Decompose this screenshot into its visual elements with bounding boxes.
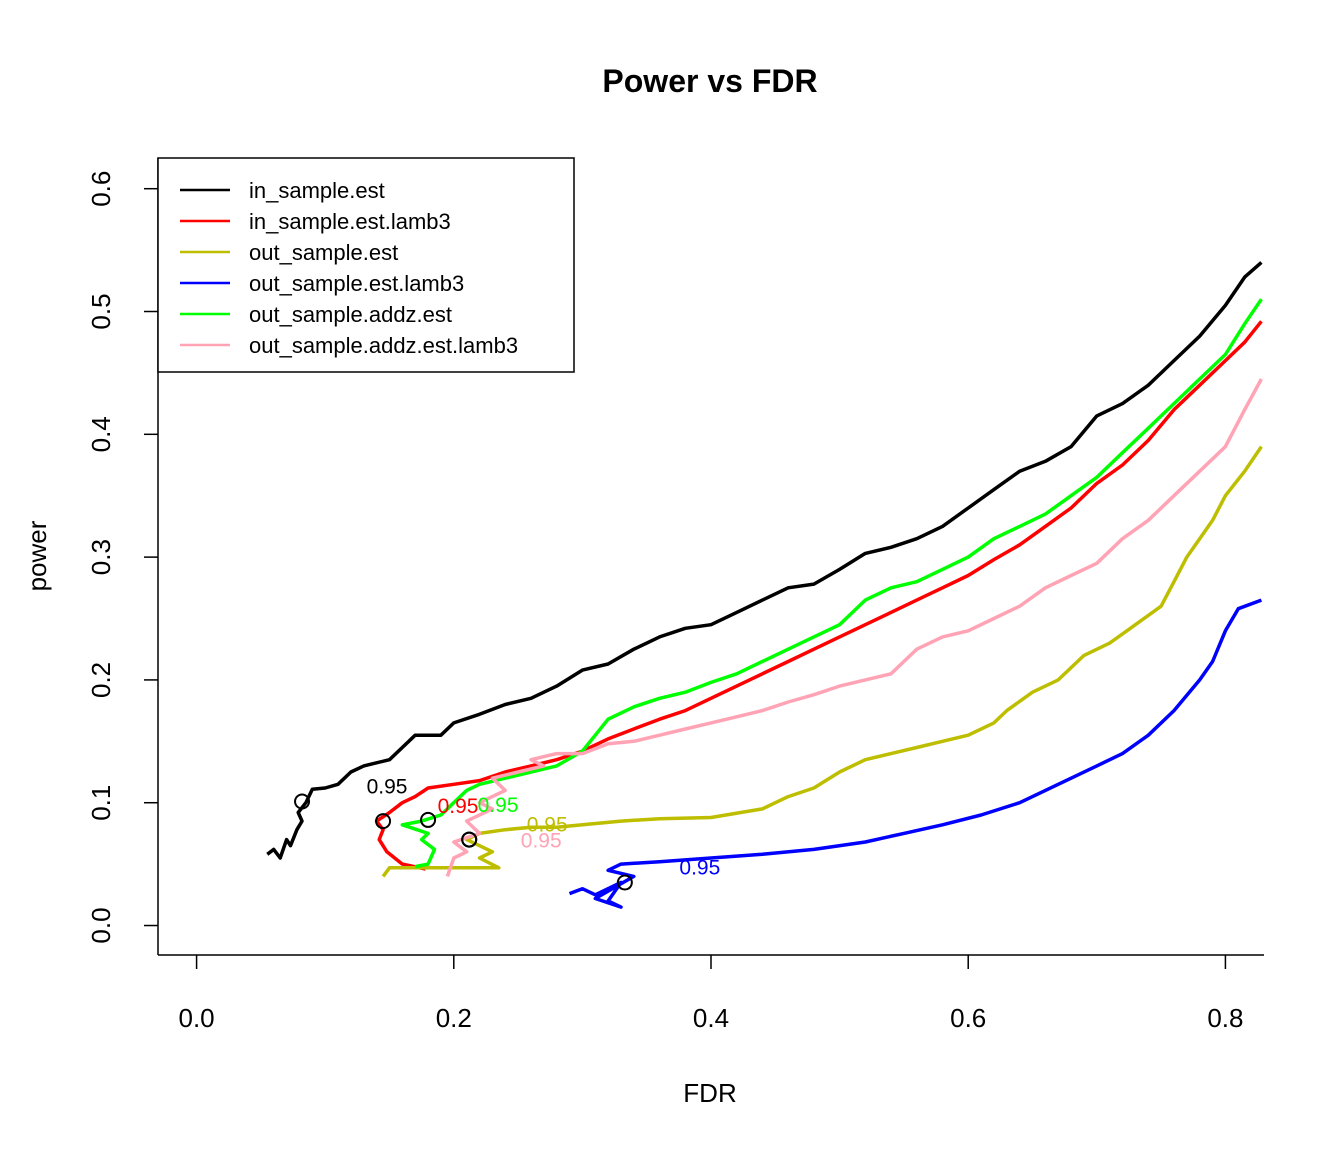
- marker-label-5: 0.95: [521, 830, 562, 853]
- y-tick-label: 0.2: [86, 662, 116, 698]
- series-line-5: [445, 378, 1263, 877]
- legend: in_sample.est in_sample.est.lamb3 out_samp…: [157, 157, 575, 373]
- y-ticks: 0.0 0.1 0.2 0.3 0.4 0.5 0.6: [86, 171, 158, 944]
- y-axis-label: power: [22, 520, 52, 591]
- series-line-4: [400, 298, 1263, 869]
- legend-box: [157, 157, 575, 373]
- x-tick-label: 0.0: [179, 1003, 215, 1033]
- chart-title: Power vs FDR: [602, 63, 817, 99]
- x-ticks: 0.0 0.2 0.4 0.6 0.8: [179, 955, 1243, 1033]
- y-tick-label: 0.3: [86, 539, 116, 575]
- marker-label-4: 0.95: [478, 794, 519, 817]
- x-axis-label: FDR: [683, 1078, 736, 1108]
- marker-point-0: [294, 793, 311, 810]
- legend-entry-3: out_sample.est.lamb3: [249, 271, 464, 296]
- marker-point-4: [420, 811, 437, 828]
- markers: 0.950.950.950.950.950.95: [294, 775, 720, 891]
- y-tick-label: 0.0: [86, 907, 116, 943]
- series-lines: [266, 261, 1263, 909]
- series-line-1: [374, 320, 1263, 871]
- marker-label-2: 0.95: [527, 814, 568, 837]
- marker-label-1: 0.95: [438, 795, 479, 818]
- marker-label-0: 0.95: [367, 775, 408, 798]
- marker-point-5: [461, 831, 478, 848]
- x-tick-label: 0.6: [950, 1003, 986, 1033]
- y-tick-label: 0.4: [86, 416, 116, 452]
- legend-entry-1: in_sample.est.lamb3: [249, 209, 451, 234]
- x-tick-label: 0.8: [1207, 1003, 1243, 1033]
- x-tick-label: 0.2: [436, 1003, 472, 1033]
- series-line-2: [381, 445, 1263, 878]
- series-line-3: [568, 598, 1263, 909]
- marker-point-3: [616, 874, 633, 891]
- legend-entry-4: out_sample.addz.est: [249, 302, 452, 327]
- y-tick-label: 0.5: [86, 293, 116, 329]
- legend-entry-2: out_sample.est: [249, 240, 398, 265]
- legend-entry-5: out_sample.addz.est.lamb3: [249, 333, 518, 358]
- y-tick-label: 0.1: [86, 785, 116, 821]
- marker-label-3: 0.95: [679, 857, 720, 880]
- y-tick-label: 0.6: [86, 171, 116, 207]
- x-tick-label: 0.4: [693, 1003, 729, 1033]
- legend-entry-0: in_sample.est: [249, 178, 385, 203]
- marker-point-1: [375, 813, 392, 830]
